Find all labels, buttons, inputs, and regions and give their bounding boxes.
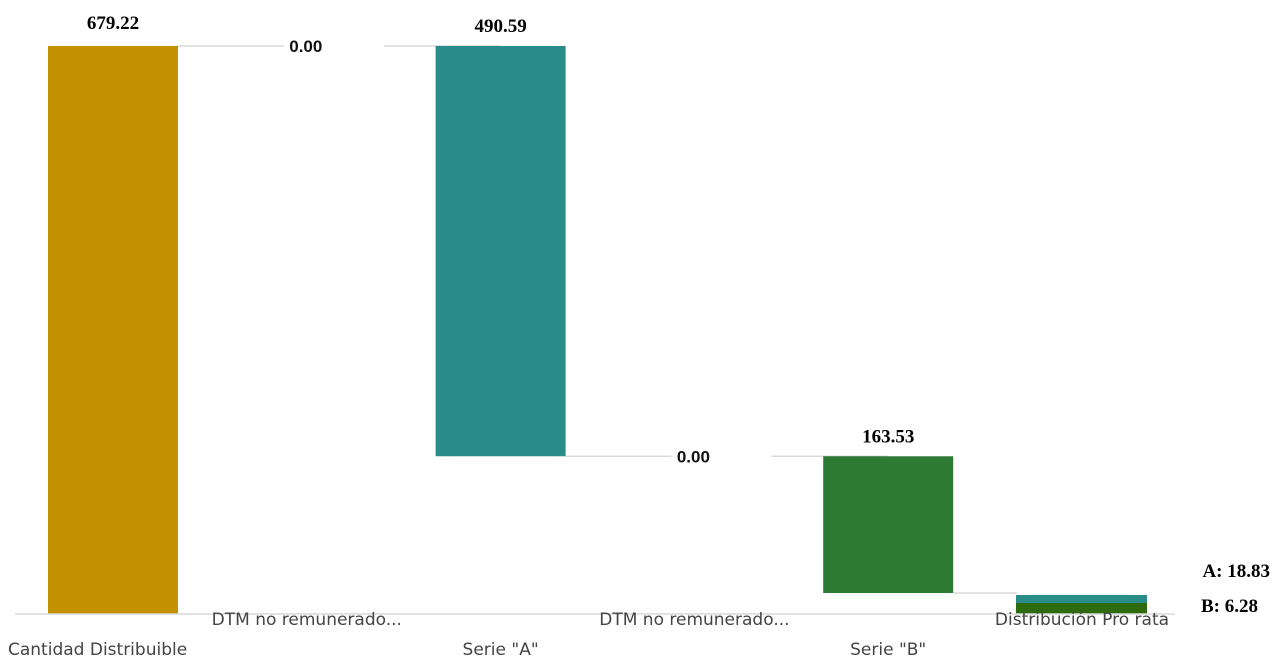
x-tick-label: Serie "B" bbox=[850, 640, 926, 660]
bar-value-label: 0.00 bbox=[289, 37, 322, 56]
x-axis-tick-labels: Cantidad Distribuible DTM no remunerado..… bbox=[8, 610, 1169, 660]
data-labels: 679.22 0.00 490.59 0.00 163.53 A: 18.83 B: 6.2… bbox=[87, 13, 1270, 617]
bar-segment-a bbox=[1016, 595, 1147, 603]
x-tick-label: Cantidad Distribuible bbox=[8, 640, 187, 660]
bar-value-label: 490.59 bbox=[474, 16, 526, 37]
bar bbox=[823, 456, 954, 594]
bars-group bbox=[48, 46, 1147, 614]
bar-value-label: 0.00 bbox=[677, 447, 710, 466]
x-tick-label: Distribución Pro rata bbox=[995, 610, 1169, 630]
bar-value-label: 679.22 bbox=[87, 13, 139, 34]
segment-a-label: A: 18.83 bbox=[1202, 561, 1270, 582]
segment-b-label: B: 6.28 bbox=[1201, 596, 1258, 617]
bar bbox=[435, 46, 566, 457]
x-tick-label: Serie "A" bbox=[463, 640, 539, 660]
bar bbox=[48, 46, 178, 614]
bar-segment-b bbox=[1016, 603, 1147, 614]
bar-value-label: 163.53 bbox=[862, 426, 914, 447]
x-tick-label: DTM no remunerado... bbox=[212, 610, 402, 630]
x-tick-label: DTM no remunerado... bbox=[599, 610, 789, 630]
